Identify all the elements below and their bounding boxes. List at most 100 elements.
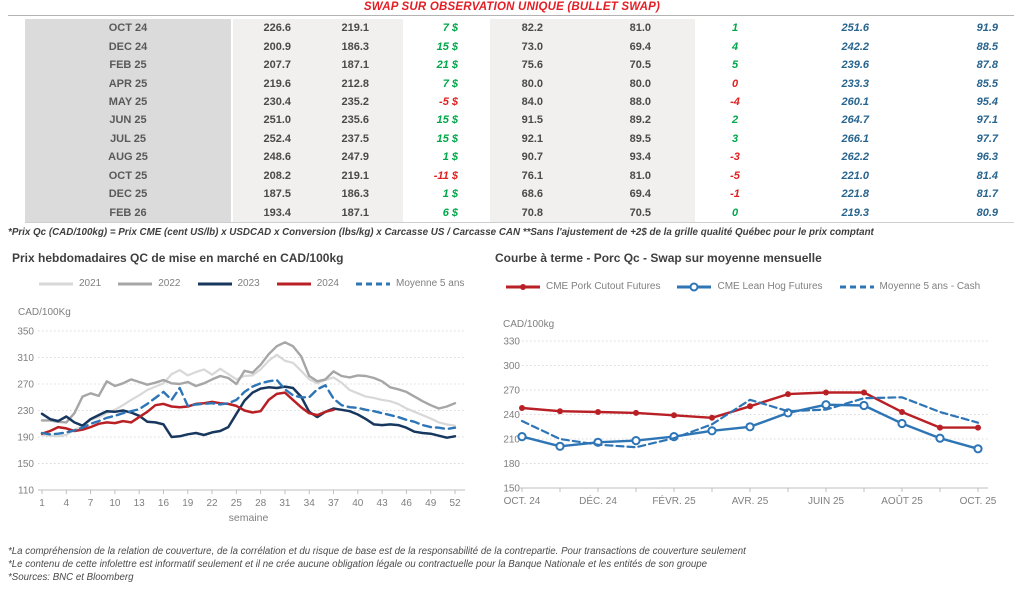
cell-us-swap: 81.0: [593, 166, 695, 185]
svg-text:4: 4: [64, 498, 70, 509]
cell-us-diff: -5: [730, 169, 740, 182]
svg-text:CAD/100Kg: CAD/100Kg: [18, 307, 71, 318]
table-row: OCT 24 226.6 219.1 7 $ 82.2 81.0 1 251.6 91.9: [25, 19, 1014, 38]
svg-text:22: 22: [206, 498, 218, 509]
legend-label: 2023: [237, 278, 260, 289]
legend-swatch-icon: [197, 282, 232, 285]
cell-forward-us: 91.9: [976, 22, 998, 35]
cell-us-swap: 69.4: [593, 37, 695, 56]
cell-forward-us: 97.7: [976, 132, 998, 145]
weekly-price-chart: 110 150 190 230 270 310 350 1 4 7 10 13 16 19 22 25 28 31…: [17, 307, 465, 524]
cell-qc-swap: 212.8: [313, 74, 403, 93]
legend-label: Moyenne 5 ans - Cash: [879, 281, 981, 292]
cell-us-diff: -3: [730, 151, 740, 164]
cell-qc-swap: 187.1: [313, 203, 403, 222]
legend-item: CME Pork Cutout Futures: [505, 281, 660, 292]
cell-forward-us: 85.5: [976, 77, 998, 90]
table-row: JUN 25 251.0 235.6 15 $ 91.5 89.2 2 264.7 97.1: [25, 111, 1014, 130]
cell-forward-us: 81.4: [976, 169, 998, 182]
cell-forward-cad: 242.2: [841, 40, 869, 53]
svg-text:31: 31: [279, 498, 291, 509]
legend-label: CME Lean Hog Futures: [717, 281, 823, 292]
svg-text:AOÛT 25: AOÛT 25: [881, 494, 923, 507]
cell-qc-diff: 21 $: [436, 59, 458, 72]
cell-qc-swap: 247.9: [313, 148, 403, 167]
cell-qc-prix: 226.6: [233, 19, 313, 38]
table-top-border: [8, 15, 1014, 16]
cell-qc-swap: 235.2: [313, 92, 403, 112]
svg-text:350: 350: [17, 327, 34, 338]
footnote-line: *Le contenu de cette infolettre est info…: [8, 559, 708, 570]
legend-label: Moyenne 5 ans: [396, 278, 465, 289]
svg-text:OCT. 25: OCT. 25: [960, 496, 997, 507]
svg-text:AVR. 25: AVR. 25: [732, 496, 769, 507]
cell-qc-diff: -11 $: [433, 169, 458, 182]
cell-us-swap: 88.0: [593, 92, 695, 112]
cell-qc-prix: 248.6: [233, 148, 313, 167]
cell-forward-cad: 262.2: [841, 151, 869, 164]
cell-us-prix: 75.6: [490, 55, 593, 75]
cell-month: FEB 26: [25, 203, 233, 222]
svg-text:52: 52: [449, 498, 461, 509]
cell-forward-cad: 264.7: [841, 114, 869, 127]
legend-label: CME Pork Cutout Futures: [546, 281, 661, 292]
cell-qc-prix: 230.4: [233, 92, 313, 112]
cell-forward-cad: 251.6: [841, 22, 869, 35]
table-row: FEB 25 207.7 187.1 21 $ 75.6 70.5 5 239.6 87.8: [25, 55, 1014, 75]
svg-text:330: 330: [503, 337, 520, 348]
cell-month: JUN 25: [25, 111, 233, 130]
legend-swatch-icon: [677, 282, 712, 291]
svg-text:210: 210: [503, 435, 520, 446]
cell-forward-us: 81.7: [976, 188, 998, 201]
svg-text:13: 13: [134, 498, 146, 509]
weekly-chart-legend: 2021 2022 2023 2024 Moyenne 5 ans: [38, 278, 480, 289]
svg-text:JUIN 25: JUIN 25: [808, 496, 845, 507]
page-title: SWAP SUR OBSERVATION UNIQUE (BULLET SWAP…: [363, 1, 661, 13]
svg-text:7: 7: [88, 498, 94, 509]
legend-item: 2023: [197, 278, 260, 289]
legend-label: 2024: [316, 278, 339, 289]
cell-month: FEB 25: [25, 55, 233, 75]
cell-forward-us: 95.4: [976, 95, 998, 108]
cell-us-swap: 80.0: [593, 74, 695, 93]
cell-forward-us: 97.1: [976, 114, 998, 127]
svg-text:49: 49: [425, 498, 437, 509]
legend-label: 2021: [79, 278, 102, 289]
svg-text:CAD/100kg: CAD/100kg: [503, 319, 554, 330]
cell-month: OCT 24: [25, 19, 233, 38]
cell-forward-cad: 221.0: [841, 169, 869, 182]
cell-us-diff: 1: [731, 22, 739, 35]
legend-item: 2021: [38, 278, 101, 289]
forward-chart-legend: CME Pork Cutout Futures CME Lean Hog Futu…: [505, 281, 996, 292]
cell-us-prix: 92.1: [490, 129, 593, 149]
cell-forward-us: 88.5: [976, 40, 998, 53]
cell-qc-diff: 15 $: [436, 40, 458, 53]
cell-month: DEC 25: [25, 184, 233, 204]
cell-us-swap: 70.5: [593, 55, 695, 75]
cell-us-prix: 91.5: [490, 111, 593, 130]
cell-us-swap: 89.2: [593, 111, 695, 130]
svg-text:46: 46: [401, 498, 413, 509]
cell-forward-cad: 219.3: [841, 206, 869, 219]
table-row: APR 25 219.6 212.8 7 $ 80.0 80.0 0 233.3 85.5: [25, 74, 1014, 93]
cell-us-diff: 0: [731, 206, 739, 219]
cell-qc-diff: 1 $: [442, 151, 458, 164]
cell-qc-prix: 187.5: [233, 184, 313, 204]
cell-us-prix: 82.2: [490, 19, 593, 38]
cell-qc-swap: 186.3: [313, 37, 403, 56]
cell-us-prix: 68.6: [490, 184, 593, 204]
svg-text:semaine: semaine: [229, 512, 269, 524]
legend-swatch-icon: [356, 282, 390, 285]
cell-us-prix: 76.1: [490, 166, 593, 185]
cell-qc-prix: 208.2: [233, 166, 313, 185]
cell-us-swap: 70.5: [593, 203, 695, 222]
svg-text:240: 240: [503, 410, 520, 421]
svg-text:150: 150: [17, 459, 34, 470]
cell-forward-cad: 233.3: [841, 77, 869, 90]
weekly-chart-title: Prix hebdomadaires QC de mise en marché …: [12, 251, 344, 265]
legend-swatch-icon: [839, 285, 874, 288]
svg-text:28: 28: [255, 498, 267, 509]
cell-month: APR 25: [25, 74, 233, 93]
cell-qc-swap: 237.5: [313, 129, 403, 149]
svg-text:16: 16: [158, 498, 170, 509]
